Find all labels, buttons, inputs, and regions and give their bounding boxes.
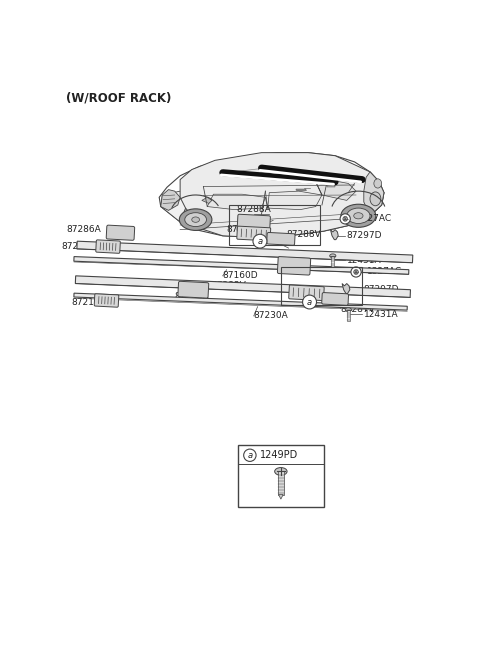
Polygon shape <box>278 495 283 499</box>
Ellipse shape <box>354 270 359 274</box>
Polygon shape <box>161 190 180 211</box>
Ellipse shape <box>345 308 351 312</box>
Text: 87211A: 87211A <box>72 298 107 306</box>
Bar <box>278 472 284 495</box>
FancyBboxPatch shape <box>267 232 295 245</box>
Polygon shape <box>316 180 356 200</box>
Polygon shape <box>74 293 407 310</box>
Text: 1327AC: 1327AC <box>367 268 402 276</box>
Polygon shape <box>180 207 262 231</box>
Text: 87283V: 87283V <box>211 281 246 289</box>
Ellipse shape <box>341 204 376 228</box>
FancyBboxPatch shape <box>289 285 324 300</box>
Bar <box>281 266 362 305</box>
Ellipse shape <box>192 217 200 222</box>
FancyBboxPatch shape <box>322 293 348 305</box>
Bar <box>229 205 321 245</box>
FancyBboxPatch shape <box>94 294 119 307</box>
Bar <box>347 310 350 321</box>
Polygon shape <box>159 153 384 237</box>
Ellipse shape <box>354 213 363 219</box>
Polygon shape <box>364 172 384 216</box>
Text: 12431A: 12431A <box>347 256 382 265</box>
Polygon shape <box>202 197 212 203</box>
FancyBboxPatch shape <box>178 281 209 298</box>
Polygon shape <box>161 191 207 222</box>
Text: a: a <box>307 298 312 306</box>
Text: 87287V: 87287V <box>340 305 375 314</box>
FancyBboxPatch shape <box>277 256 311 275</box>
Text: 12431A: 12431A <box>364 310 398 319</box>
Polygon shape <box>74 256 409 274</box>
Text: 87297D: 87297D <box>347 232 382 240</box>
Text: 87287A: 87287A <box>288 251 324 260</box>
Polygon shape <box>204 167 356 213</box>
Text: 87212A: 87212A <box>61 242 96 251</box>
FancyBboxPatch shape <box>96 240 120 253</box>
Bar <box>296 189 306 190</box>
Text: 87297D: 87297D <box>364 285 399 294</box>
Text: a: a <box>257 237 263 246</box>
Ellipse shape <box>343 216 348 221</box>
Ellipse shape <box>370 192 381 206</box>
Ellipse shape <box>330 254 336 258</box>
Polygon shape <box>75 276 410 297</box>
Text: 87288A: 87288A <box>236 205 271 215</box>
Ellipse shape <box>253 234 267 248</box>
Bar <box>238 445 324 507</box>
Text: 87286A: 87286A <box>66 225 101 234</box>
Polygon shape <box>330 230 338 239</box>
FancyBboxPatch shape <box>106 225 135 240</box>
Text: 87160D: 87160D <box>223 272 258 280</box>
Polygon shape <box>342 283 350 293</box>
Ellipse shape <box>302 295 316 309</box>
Ellipse shape <box>185 213 206 226</box>
Text: 87288V: 87288V <box>286 230 321 239</box>
Bar <box>331 256 335 266</box>
Ellipse shape <box>347 208 370 224</box>
Ellipse shape <box>374 179 382 188</box>
Ellipse shape <box>275 468 287 475</box>
Ellipse shape <box>340 214 350 224</box>
Text: 87285A: 87285A <box>175 292 209 301</box>
Text: 1327AC: 1327AC <box>357 215 392 223</box>
Polygon shape <box>268 191 322 210</box>
Text: (W/ROOF RACK): (W/ROOF RACK) <box>66 91 171 104</box>
Bar <box>327 185 335 186</box>
Ellipse shape <box>351 267 361 277</box>
FancyBboxPatch shape <box>237 215 270 233</box>
FancyBboxPatch shape <box>237 226 271 241</box>
Text: 1249PD: 1249PD <box>260 450 298 461</box>
Polygon shape <box>207 194 265 210</box>
Text: a: a <box>247 451 252 460</box>
Ellipse shape <box>244 449 256 461</box>
Polygon shape <box>180 153 384 237</box>
Ellipse shape <box>180 209 212 230</box>
Text: 87230A: 87230A <box>254 312 288 320</box>
Polygon shape <box>77 241 413 263</box>
Text: 87284V: 87284V <box>227 225 261 234</box>
